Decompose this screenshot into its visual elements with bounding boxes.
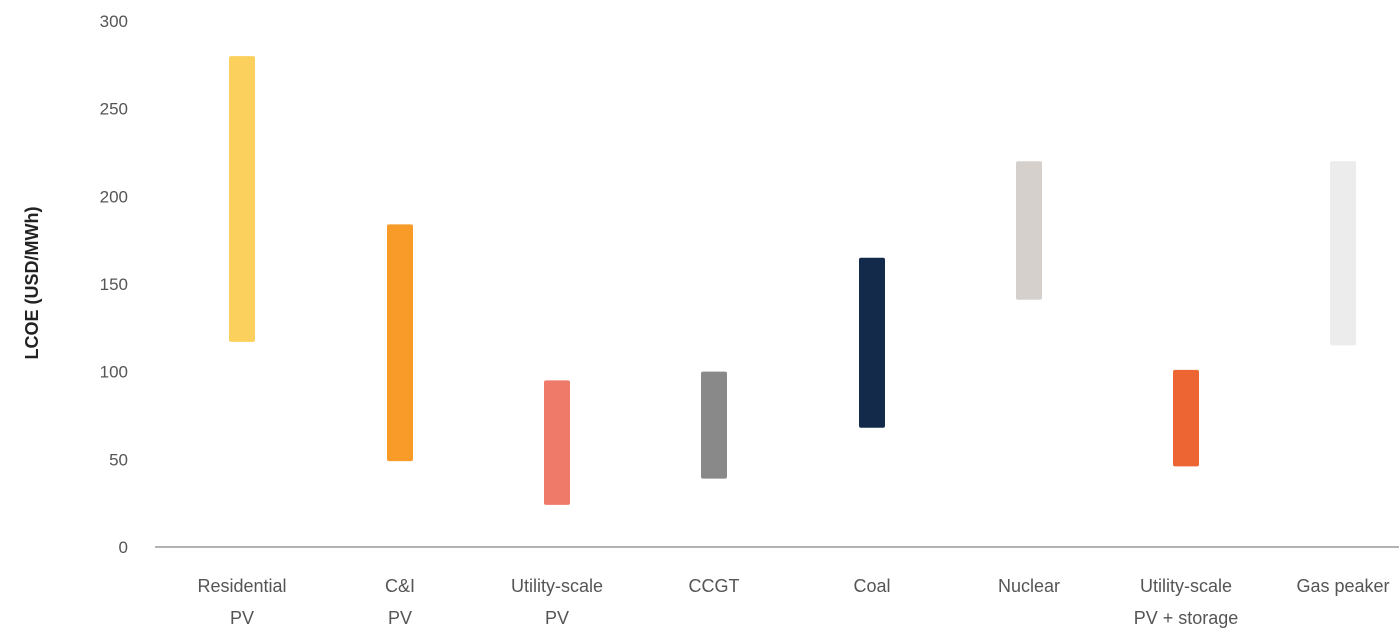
y-tick-label: 250 — [100, 100, 128, 119]
x-axis-category-labels: Residential PV C&I PV Utility-scale PV CCGT Coa… — [197, 576, 1389, 628]
y-tick-label: 0 — [119, 538, 128, 557]
category-label: Utility-scale PV — [511, 576, 603, 628]
range-bar — [1173, 369, 1199, 467]
y-tick-label: 200 — [100, 187, 128, 206]
category-label: CCGT — [689, 576, 740, 596]
y-tick-label: 300 — [100, 12, 128, 31]
range-bar — [229, 56, 255, 342]
range-bar — [387, 224, 413, 462]
category-label: C&I PV — [385, 576, 415, 628]
y-axis-ticks: 0 50 100 150 200 250 300 — [100, 12, 128, 557]
category-label: Residential PV — [197, 576, 286, 628]
y-tick-label: 100 — [100, 363, 128, 382]
y-tick-label: 50 — [109, 450, 128, 469]
range-bar — [701, 371, 727, 479]
range-bar — [1016, 161, 1042, 300]
range-bar — [1330, 161, 1356, 346]
y-axis-title: LCOE (USD/MWh) — [22, 207, 42, 360]
range-bars — [229, 56, 1356, 505]
range-bar — [544, 380, 570, 505]
category-label: Nuclear — [998, 576, 1060, 596]
category-label: Utility-scale PV + storage — [1134, 576, 1239, 628]
category-label: Gas peaker — [1296, 576, 1389, 596]
category-label: Coal — [853, 576, 890, 596]
range-bar — [859, 257, 885, 428]
y-tick-label: 150 — [100, 275, 128, 294]
